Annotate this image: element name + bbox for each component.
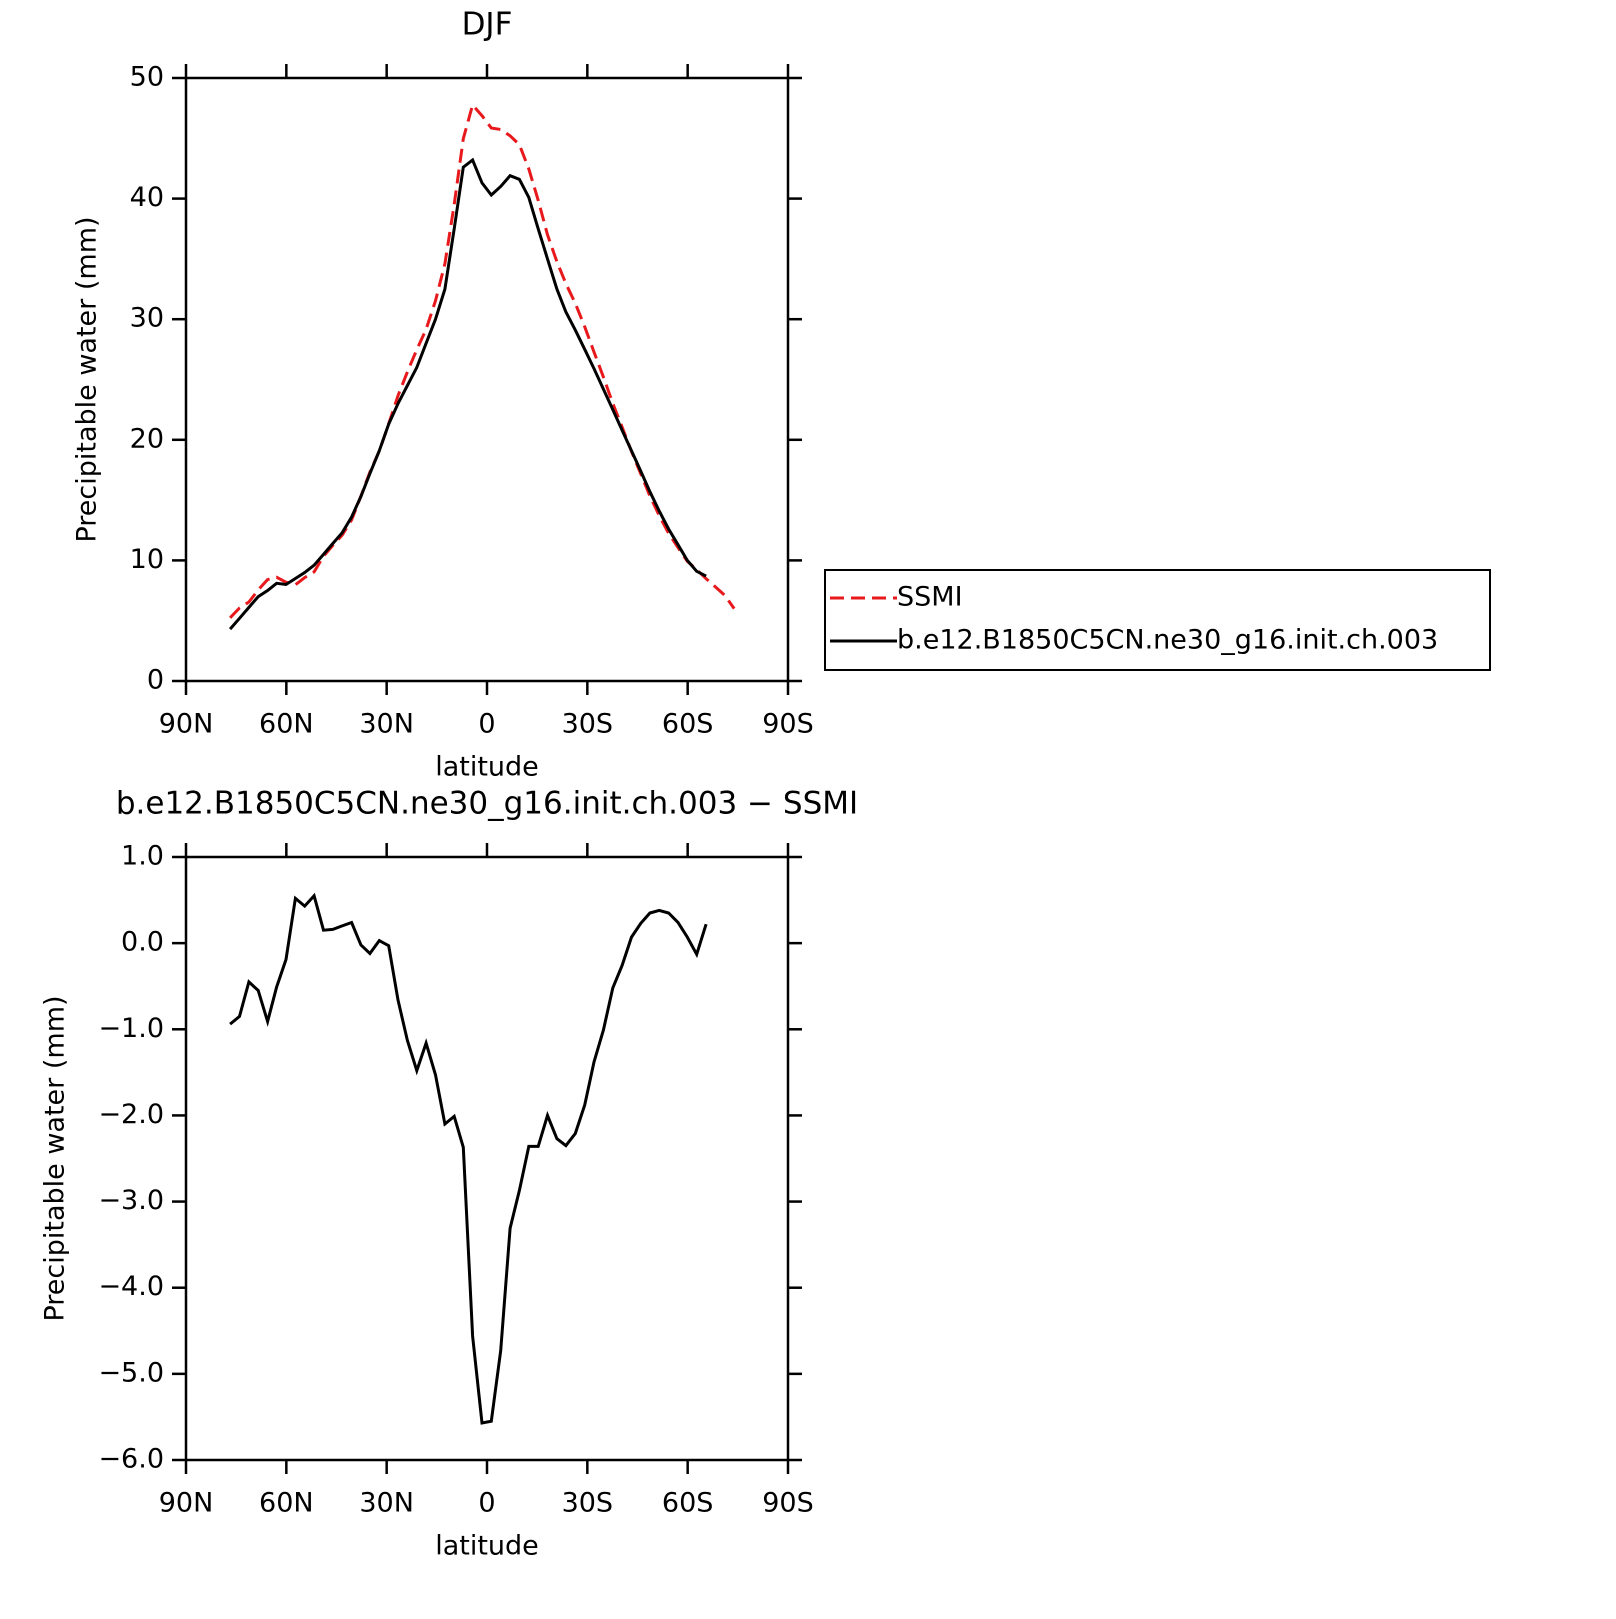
- y-tick-label: 30: [130, 303, 164, 334]
- y-tick-label: 1.0: [121, 841, 164, 872]
- y-tick-label: 0: [147, 665, 164, 696]
- x-tick-label: 60S: [662, 1488, 714, 1519]
- x-tick-label: 90S: [762, 709, 814, 740]
- x-tick-label: 0: [478, 709, 495, 740]
- y-tick-label: 0.0: [121, 927, 164, 958]
- x-tick-label: 60N: [259, 1488, 314, 1519]
- x-axis-label: latitude: [435, 752, 539, 783]
- plot-frame: [184, 76, 790, 683]
- y-tick-label: −3.0: [98, 1185, 164, 1216]
- data-line: [229, 892, 708, 1425]
- y-tick-label: 10: [130, 544, 164, 575]
- y-tick-label: 40: [130, 182, 164, 213]
- x-tick-label: 30N: [359, 1488, 414, 1519]
- x-tick-label: 60S: [662, 709, 714, 740]
- y-tick-label: −1.0: [98, 1013, 164, 1044]
- x-tick-label: 90N: [159, 709, 214, 740]
- y-axis-label: Precipitable water (mm): [40, 995, 71, 1321]
- x-tick-label: 90S: [762, 1488, 814, 1519]
- legend-label: SSMI: [897, 582, 963, 613]
- data-line: [229, 101, 736, 619]
- x-axis-label: latitude: [435, 1531, 539, 1562]
- chart-title: b.e12.B1850C5CN.ne30_g16.init.ch.003 − S…: [116, 786, 858, 822]
- y-tick-label: −5.0: [98, 1357, 164, 1388]
- x-tick-label: 30N: [359, 709, 414, 740]
- y-tick-label: −4.0: [98, 1271, 164, 1302]
- x-tick-label: 30S: [562, 1488, 614, 1519]
- y-axis-label: Precipitable water (mm): [72, 216, 103, 542]
- x-tick-label: 0: [478, 1488, 495, 1519]
- legend-box: [824, 569, 1491, 671]
- x-tick-label: 90N: [159, 1488, 214, 1519]
- y-tick-label: −2.0: [98, 1099, 164, 1130]
- y-tick-label: −6.0: [98, 1444, 164, 1475]
- legend-label: b.e12.B1850C5CN.ne30_g16.init.ch.003: [897, 625, 1438, 656]
- data-line: [228, 157, 707, 631]
- chart-title: DJF: [462, 7, 513, 43]
- y-tick-label: 20: [130, 423, 164, 454]
- y-tick-label: 50: [130, 62, 164, 93]
- x-tick-label: 30S: [562, 709, 614, 740]
- x-tick-label: 60N: [259, 709, 314, 740]
